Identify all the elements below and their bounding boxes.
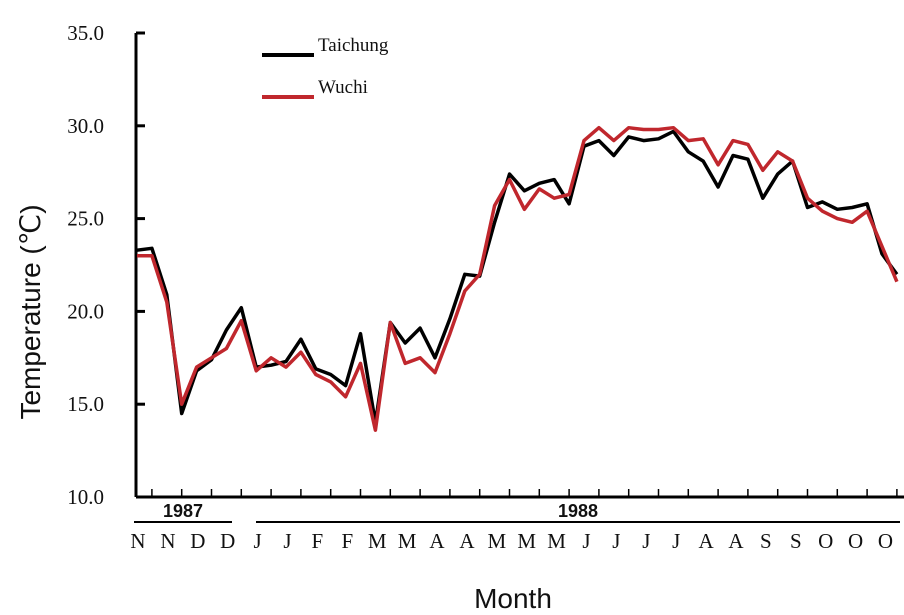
month-label: S: [790, 529, 802, 553]
month-label: O: [848, 529, 863, 553]
month-label: J: [582, 529, 590, 553]
legend-label: Wuchi: [318, 77, 368, 98]
month-label: N: [160, 529, 175, 553]
year-label: 1987: [163, 501, 203, 521]
month-label: M: [487, 529, 506, 553]
month-label: J: [254, 529, 262, 553]
month-label: A: [699, 529, 715, 553]
month-label: A: [728, 529, 744, 553]
x-axis: [136, 489, 904, 499]
month-label: O: [878, 529, 893, 553]
month-label: A: [459, 529, 475, 553]
y-axis: 10.0 15.0 20.0 25.0 30.0 35.0: [67, 21, 145, 509]
x-axis-title: Month: [474, 583, 552, 614]
y-tick-label: 25.0: [67, 207, 104, 231]
series-line-wuchi: [137, 125, 899, 432]
month-label: F: [312, 529, 324, 553]
y-axis-title: Temperature (℃): [15, 204, 46, 419]
month-label: N: [130, 529, 145, 553]
month-label: D: [190, 529, 205, 553]
month-label: J: [612, 529, 620, 553]
year-groups: 1987 1988: [134, 501, 900, 523]
month-label: F: [341, 529, 353, 553]
month-label: J: [642, 529, 650, 553]
month-label: J: [283, 529, 291, 553]
y-tick-label: 20.0: [67, 299, 104, 323]
legend: Taichung Wuchi: [262, 35, 389, 99]
y-tick-label: 30.0: [67, 114, 104, 138]
month-label: M: [517, 529, 536, 553]
month-label: D: [220, 529, 235, 553]
series-lines: [136, 125, 899, 432]
month-label: J: [672, 529, 680, 553]
year-label: 1988: [558, 501, 598, 521]
legend-label: Taichung: [318, 35, 389, 56]
month-label: M: [398, 529, 417, 553]
month-label: A: [429, 529, 445, 553]
month-label: M: [368, 529, 387, 553]
y-tick-label: 35.0: [67, 21, 104, 45]
month-label: S: [760, 529, 772, 553]
y-tick-label: 15.0: [67, 392, 104, 416]
month-label: O: [818, 529, 833, 553]
month-label: M: [547, 529, 566, 553]
y-tick-label: 10.0: [67, 485, 104, 509]
series-line-taichung: [136, 129, 899, 425]
